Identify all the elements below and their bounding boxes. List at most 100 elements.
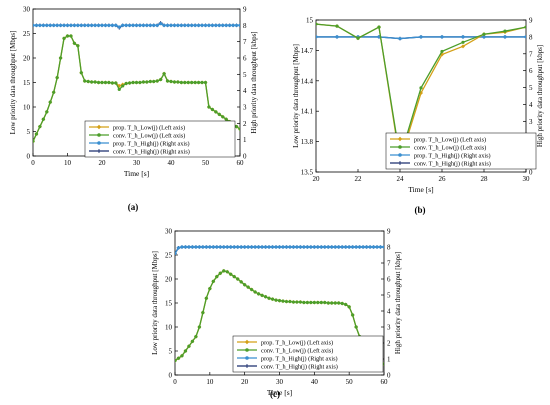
series-point-2 bbox=[138, 80, 142, 85]
series-point-3 bbox=[260, 245, 264, 249]
y-tick-label: 13.8 bbox=[301, 138, 314, 146]
series-point-3 bbox=[128, 23, 132, 27]
series-point-2 bbox=[190, 80, 194, 85]
legend-box bbox=[84, 120, 236, 158]
series-point-2 bbox=[207, 105, 211, 109]
series-point-2 bbox=[281, 299, 285, 303]
series-point-2 bbox=[257, 292, 261, 296]
series-point-2 bbox=[267, 296, 271, 300]
series-point-3 bbox=[117, 25, 121, 29]
x-tick-label: 20 bbox=[99, 159, 107, 167]
y-tick-label: 30 bbox=[165, 228, 173, 236]
x-tick-label: 26 bbox=[439, 175, 447, 183]
y2-axis-label: High priority data throughput [kbps] bbox=[394, 252, 402, 354]
series-point-2 bbox=[159, 77, 163, 82]
x-tick-label: 30 bbox=[523, 175, 531, 183]
y2-tick-label: 8 bbox=[243, 22, 247, 30]
series-point-3 bbox=[298, 245, 302, 249]
series-point-2 bbox=[162, 72, 166, 76]
legend-label-3: prop. T_h_High(j) (Right axis) bbox=[113, 140, 190, 147]
series-point-2 bbox=[232, 275, 236, 279]
series-point-2 bbox=[187, 344, 191, 348]
y-tick-label: 25 bbox=[23, 30, 31, 38]
y-tick-label: 14.1 bbox=[301, 108, 314, 116]
x-tick-label: 20 bbox=[241, 378, 249, 386]
chart-panel-1: 0 10 20 30 40 50 600510152025300123456789Time … bbox=[9, 6, 258, 213]
legend-marker bbox=[96, 124, 102, 130]
series-point-3 bbox=[222, 245, 226, 249]
series-point-2 bbox=[65, 34, 70, 38]
legend-box bbox=[385, 132, 537, 170]
series-point-2 bbox=[217, 112, 221, 116]
y2-tick-label: 3 bbox=[529, 118, 533, 126]
series-point-3 bbox=[183, 245, 188, 249]
series-point-3 bbox=[335, 35, 339, 39]
series-point-3 bbox=[312, 245, 316, 249]
series-point-3 bbox=[134, 23, 139, 27]
legend-marker bbox=[97, 133, 101, 137]
series-point-3 bbox=[333, 245, 337, 249]
legend-label-2: conv. T_h_Low(j) (Left axis) bbox=[113, 132, 185, 139]
x-tick-label: 22 bbox=[355, 175, 363, 183]
series-point-2 bbox=[316, 300, 320, 305]
series-point-2 bbox=[175, 359, 177, 363]
y2-axis-label: High priority data throughput [kbps] bbox=[250, 31, 258, 133]
series-point-3 bbox=[382, 245, 384, 249]
legend-marker bbox=[245, 364, 249, 368]
legend-marker bbox=[397, 136, 403, 142]
series-point-3 bbox=[69, 23, 73, 27]
series-point-2 bbox=[45, 110, 49, 114]
series-point-2 bbox=[52, 90, 56, 94]
y2-tick-label: 8 bbox=[387, 244, 391, 252]
x-tick-label: 28 bbox=[481, 175, 489, 183]
series-point-3 bbox=[162, 23, 166, 27]
legend-label-2: conv. T_h_Low(j) (Left axis) bbox=[261, 347, 333, 354]
y2-tick-label: 7 bbox=[387, 260, 391, 268]
series-point-2 bbox=[103, 80, 108, 85]
legend-label-2: conv. T_h_Low(j) (Left axis) bbox=[414, 144, 486, 151]
y2-tick-label: 4 bbox=[387, 308, 391, 316]
x-tick-label: 40 bbox=[168, 159, 176, 167]
series-point-3 bbox=[145, 23, 149, 27]
plot-area bbox=[316, 22, 526, 163]
series-point-3 bbox=[323, 245, 327, 249]
series-point-2 bbox=[214, 110, 218, 114]
series-point-3 bbox=[207, 23, 211, 27]
y2-tick-label: 0 bbox=[243, 153, 247, 161]
series-point-2 bbox=[38, 125, 42, 129]
chart-panel-3: 0 10 20 30 40 50 600510152025300123456789Time … bbox=[151, 228, 402, 400]
series-point-2 bbox=[48, 100, 52, 104]
y2-axis-label: High priority data throughput [kbps] bbox=[536, 45, 544, 147]
series-point-3 bbox=[221, 23, 225, 27]
y-tick-label: 5 bbox=[169, 348, 173, 356]
series-point-3 bbox=[38, 23, 42, 27]
y-axis-label: Low priority data throughput [Mbps] bbox=[9, 31, 17, 135]
series-point-2 bbox=[86, 79, 90, 84]
y-tick-label: 0 bbox=[27, 153, 31, 161]
series-point-3 bbox=[34, 23, 39, 27]
y2-tick-label: 1 bbox=[387, 356, 391, 364]
series-point-3 bbox=[141, 23, 145, 27]
series-point-3 bbox=[218, 245, 222, 249]
legend-label-1: prop. T_h_Low(j) (Left axis) bbox=[414, 136, 486, 143]
y2-tick-label: 4 bbox=[243, 87, 247, 95]
series-point-3 bbox=[337, 245, 341, 249]
series-point-3 bbox=[319, 245, 323, 249]
x-tick-label: 0 bbox=[31, 159, 35, 167]
series-point-3 bbox=[159, 22, 163, 26]
series-point-2 bbox=[117, 87, 121, 91]
series-point-2 bbox=[482, 32, 486, 36]
series-point-3 bbox=[83, 23, 87, 27]
series-point-3 bbox=[76, 23, 80, 27]
y2-tick-label: 2 bbox=[243, 120, 247, 128]
panel-label: (a) bbox=[128, 202, 139, 212]
y2-tick-label: 5 bbox=[529, 84, 533, 92]
series-point-3 bbox=[326, 245, 330, 249]
series-point-3 bbox=[114, 23, 118, 27]
series-point-2 bbox=[323, 300, 327, 305]
series-point-2 bbox=[277, 299, 282, 303]
series-point-3 bbox=[351, 245, 355, 249]
y2-tick-label: 9 bbox=[243, 6, 247, 14]
series-point-3 bbox=[257, 245, 261, 249]
